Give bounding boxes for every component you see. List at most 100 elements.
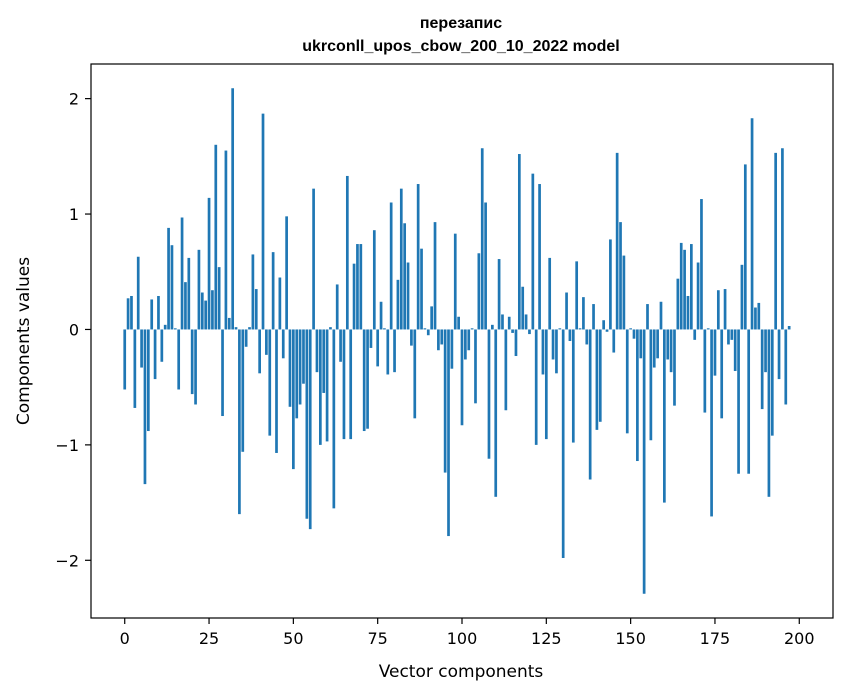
bar bbox=[130, 295, 133, 330]
bar bbox=[207, 197, 211, 330]
bar bbox=[487, 329, 491, 459]
bar bbox=[383, 328, 386, 330]
bar bbox=[517, 154, 521, 330]
bar bbox=[150, 299, 154, 330]
bar bbox=[622, 255, 626, 330]
bar bbox=[349, 329, 353, 440]
x-tick-label: 175 bbox=[700, 629, 731, 648]
bar bbox=[460, 329, 464, 426]
bar bbox=[666, 329, 670, 360]
bar bbox=[308, 329, 312, 530]
bar bbox=[430, 306, 433, 330]
bar bbox=[571, 329, 575, 443]
bar bbox=[285, 216, 288, 330]
bar bbox=[312, 188, 315, 330]
bar bbox=[214, 144, 218, 330]
bar bbox=[420, 248, 423, 330]
y-tick-label: 2 bbox=[69, 90, 79, 109]
bar bbox=[403, 223, 407, 330]
bar bbox=[669, 329, 673, 373]
bar bbox=[652, 329, 656, 368]
bar bbox=[710, 329, 713, 517]
chart-title-line2: ukrconll_upos_cbow_200_10_2022 model bbox=[302, 38, 619, 55]
bar bbox=[410, 329, 413, 346]
bar bbox=[386, 329, 390, 375]
bar bbox=[339, 329, 342, 362]
bar bbox=[123, 329, 127, 390]
bar bbox=[136, 256, 140, 330]
bar bbox=[507, 316, 511, 330]
bar bbox=[656, 329, 659, 359]
bar bbox=[322, 329, 326, 393]
bar bbox=[555, 329, 558, 374]
bar bbox=[281, 329, 285, 359]
bar bbox=[605, 329, 609, 332]
bar bbox=[524, 314, 528, 330]
bar bbox=[504, 329, 508, 411]
bar bbox=[372, 230, 376, 330]
x-tick-label: 200 bbox=[784, 629, 815, 648]
bar bbox=[315, 329, 319, 373]
bar bbox=[231, 88, 235, 330]
bar bbox=[514, 329, 518, 357]
bar bbox=[598, 329, 602, 422]
bar bbox=[612, 329, 616, 353]
bar bbox=[497, 259, 501, 330]
bar bbox=[602, 320, 606, 330]
bar bbox=[295, 329, 299, 419]
bar bbox=[126, 298, 130, 330]
x-axis-label: Vector components bbox=[379, 662, 544, 682]
bar bbox=[642, 329, 646, 594]
y-tick-label: −1 bbox=[55, 436, 79, 455]
bar bbox=[659, 301, 663, 330]
bar bbox=[619, 222, 622, 330]
bar bbox=[706, 328, 710, 330]
x-tick-label: 25 bbox=[199, 629, 219, 648]
bar bbox=[693, 329, 697, 340]
bar bbox=[146, 329, 150, 432]
bar bbox=[558, 328, 562, 330]
bar bbox=[413, 329, 417, 419]
bar bbox=[248, 327, 251, 330]
bar bbox=[750, 118, 754, 330]
bar bbox=[673, 329, 676, 406]
bar bbox=[238, 329, 241, 515]
bar bbox=[528, 329, 531, 335]
bar bbox=[406, 262, 410, 330]
bar bbox=[319, 329, 322, 445]
bar bbox=[480, 148, 484, 330]
bar bbox=[170, 245, 174, 330]
x-tick-label: 100 bbox=[447, 629, 478, 648]
bar bbox=[757, 302, 761, 330]
bar bbox=[770, 329, 774, 436]
bar bbox=[696, 262, 700, 330]
bar bbox=[723, 289, 727, 330]
bar bbox=[217, 267, 221, 330]
bar bbox=[521, 286, 525, 330]
bar bbox=[268, 329, 272, 436]
bar bbox=[302, 329, 305, 384]
bar bbox=[727, 329, 730, 345]
bar bbox=[389, 202, 393, 330]
x-tick-label: 150 bbox=[615, 629, 646, 648]
bar bbox=[632, 329, 636, 339]
bar bbox=[457, 316, 460, 330]
bar bbox=[740, 264, 744, 330]
bar bbox=[140, 329, 143, 368]
bar bbox=[433, 222, 437, 330]
bar bbox=[362, 329, 366, 432]
bar bbox=[298, 329, 302, 405]
bars-group bbox=[123, 88, 791, 594]
bar bbox=[629, 328, 632, 330]
bar bbox=[575, 261, 579, 330]
bar bbox=[332, 329, 336, 509]
bar bbox=[437, 329, 440, 351]
bar bbox=[511, 329, 514, 333]
bar bbox=[636, 329, 639, 462]
bar bbox=[713, 329, 717, 376]
bar bbox=[477, 253, 481, 330]
y-axis-ticks: −2 −1 0 1 2 bbox=[55, 90, 91, 570]
bar bbox=[345, 175, 349, 330]
bar bbox=[366, 329, 369, 429]
bar bbox=[625, 329, 629, 434]
